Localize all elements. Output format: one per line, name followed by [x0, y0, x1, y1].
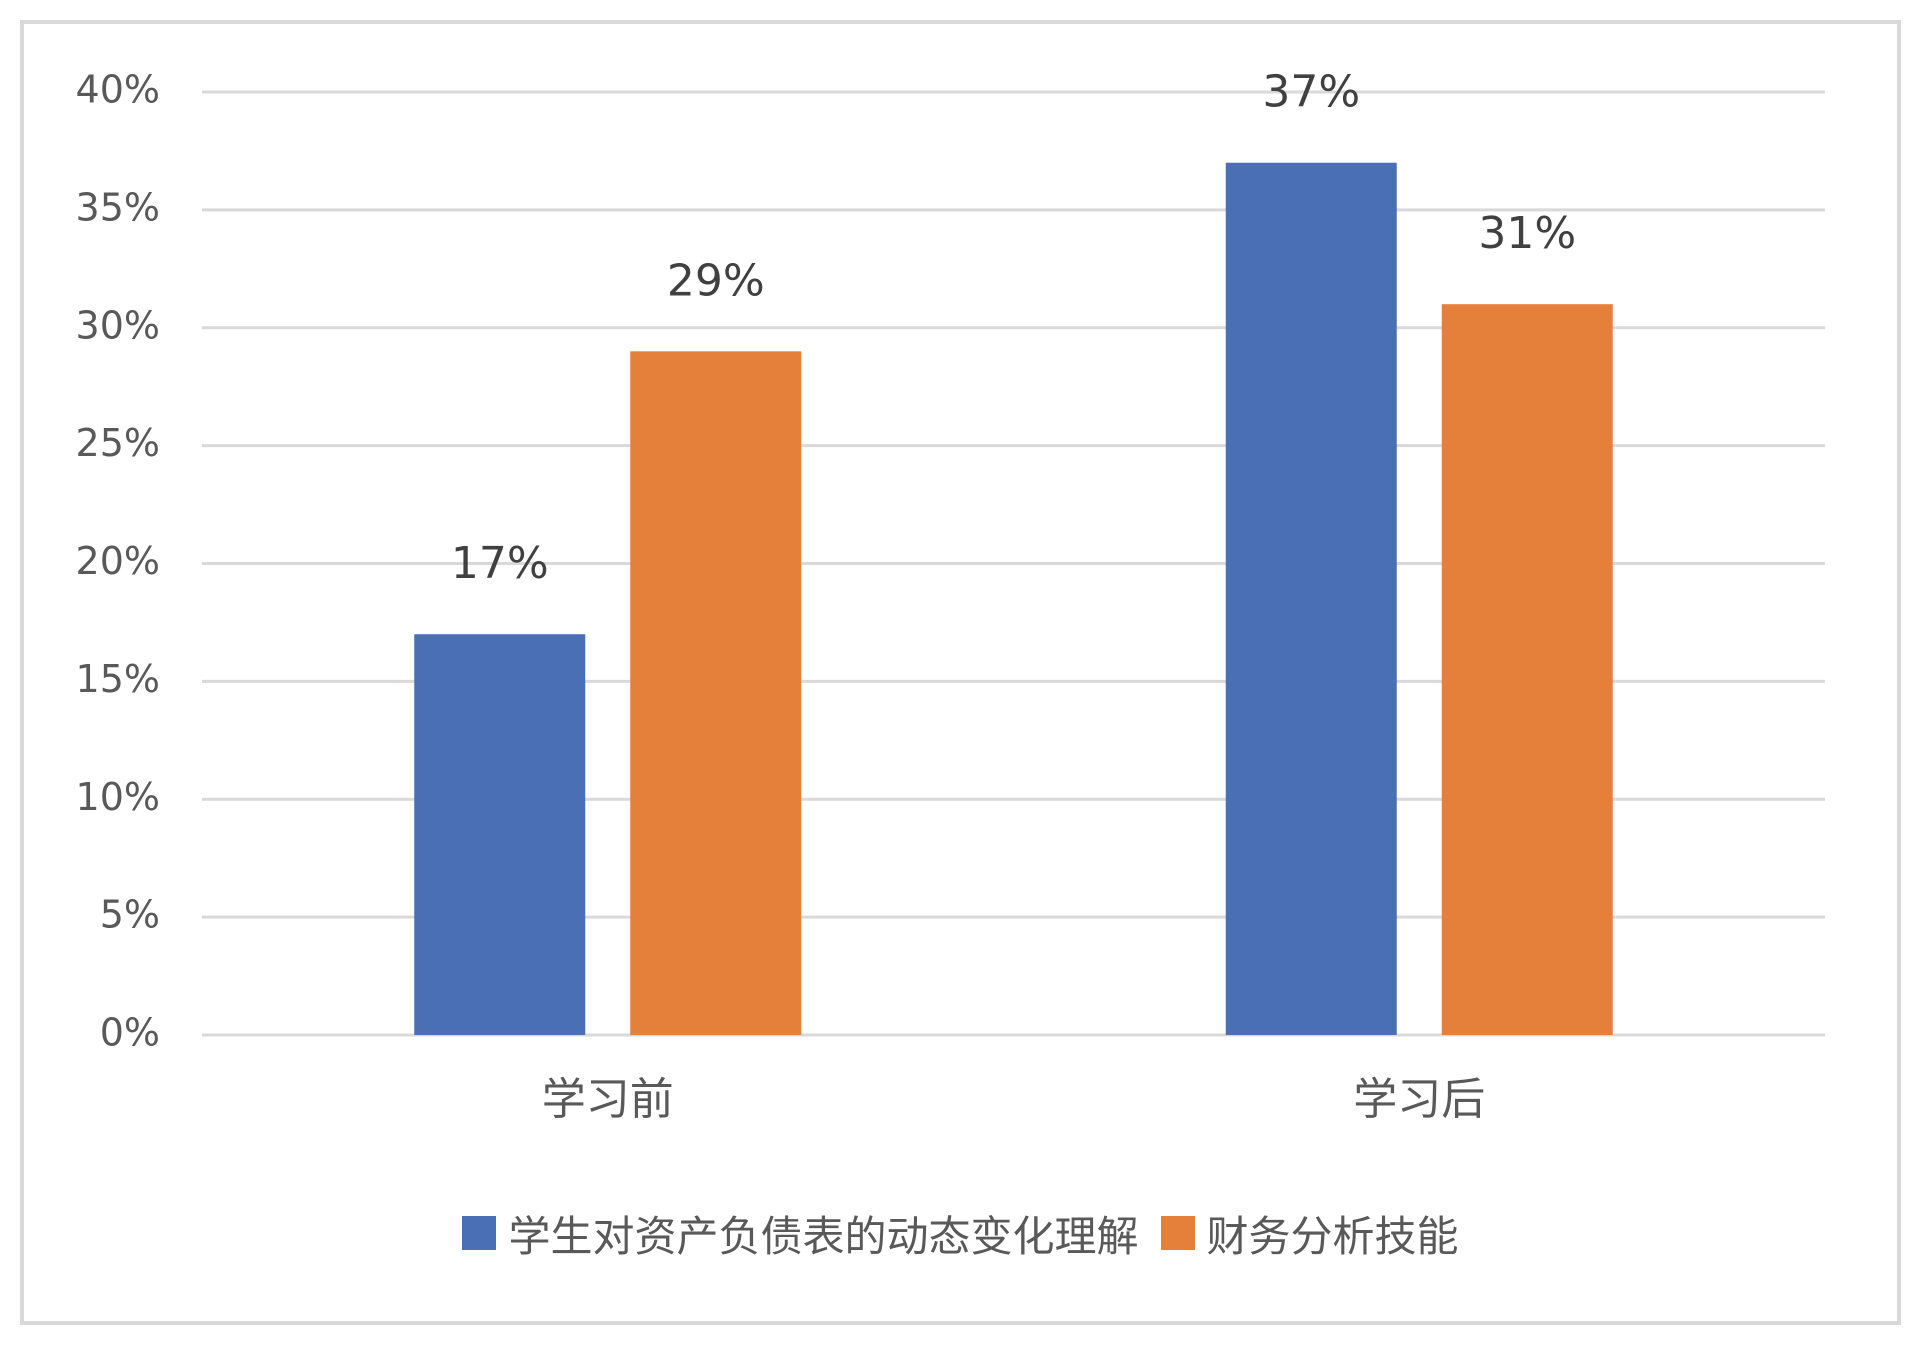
y-tick-label: 5%: [100, 893, 160, 937]
y-tick-label: 30%: [76, 303, 160, 347]
legend-swatch: [462, 1216, 497, 1250]
legend-item: 财务分析技能: [1160, 1203, 1459, 1264]
y-tick-label: 10%: [76, 775, 160, 819]
y-tick-label: 35%: [76, 185, 160, 229]
legend-label: 财务分析技能: [1206, 1211, 1459, 1261]
bar: [414, 634, 586, 1035]
chart-border: [20, 20, 1901, 1325]
legend-label: 学生对资产负债表的动态变化理解: [508, 1211, 1139, 1261]
y-tick-label: 15%: [76, 657, 160, 701]
legend-item: 学生对资产负债表的动态变化理解: [462, 1203, 1139, 1264]
value-label: 31%: [1478, 208, 1576, 259]
y-tick-label: 40%: [76, 68, 160, 112]
bar: [630, 351, 802, 1035]
x-tick-label: 学习后: [1353, 1074, 1485, 1125]
legend-swatch: [1160, 1216, 1195, 1250]
y-tick-label: 0%: [100, 1011, 160, 1055]
value-label: 29%: [667, 255, 765, 306]
x-tick-label: 学习前: [542, 1074, 674, 1125]
legend: 学生对资产负债表的动态变化理解 财务分析技能: [0, 1205, 1921, 1261]
bar: [1225, 162, 1397, 1036]
value-label: 37%: [1262, 67, 1360, 118]
value-label: 17%: [451, 538, 549, 589]
y-tick-label: 25%: [76, 421, 160, 465]
bar: [1441, 304, 1613, 1035]
y-tick-label: 20%: [76, 539, 160, 583]
